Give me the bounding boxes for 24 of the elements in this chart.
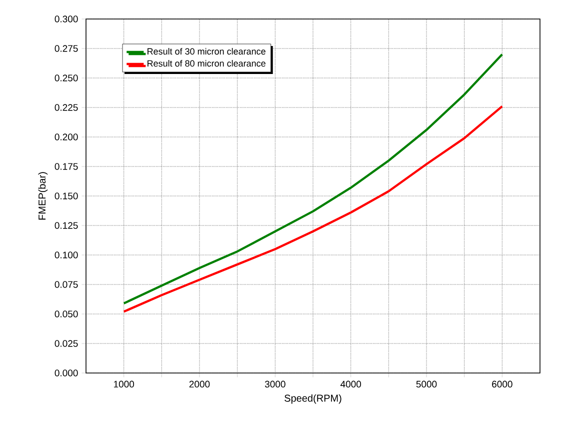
x-tick-label: 5000 xyxy=(416,380,437,388)
y-tick-label: 0.200 xyxy=(54,134,78,140)
y-tick-label: 0.000 xyxy=(54,370,78,376)
y-tick-label: 0.225 xyxy=(54,104,78,111)
y-tick-label: 0.150 xyxy=(54,192,78,200)
y-tick-label: 0.250 xyxy=(54,74,78,82)
x-tick-label: 6000 xyxy=(492,380,512,388)
x-axis-title: Speed(RPM) xyxy=(284,394,342,404)
legend-label: Result of 30 micron clearance xyxy=(148,48,266,55)
y-tick-label: 0.100 xyxy=(54,252,78,258)
y-tick-label: 0.025 xyxy=(54,340,78,347)
y-tick-label: 0.300 xyxy=(54,16,78,22)
x-tick-label: 3000 xyxy=(264,380,286,388)
y-tick-label: 0.175 xyxy=(54,163,78,170)
y-axis-title: FMEP(bar) xyxy=(38,172,48,220)
y-tick-label: 0.050 xyxy=(54,310,78,318)
x-tick-label: 1000 xyxy=(114,380,134,388)
x-tick-label: 2000 xyxy=(189,380,210,388)
line-series xyxy=(122,105,504,313)
y-tick-label: 0.125 xyxy=(54,222,78,229)
x-tick-label: 4000 xyxy=(340,380,362,388)
legend-label: Result of 80 micron clearance xyxy=(148,60,266,67)
y-tick-label: 0.075 xyxy=(54,281,78,288)
y-tick-label: 0.275 xyxy=(54,45,78,52)
